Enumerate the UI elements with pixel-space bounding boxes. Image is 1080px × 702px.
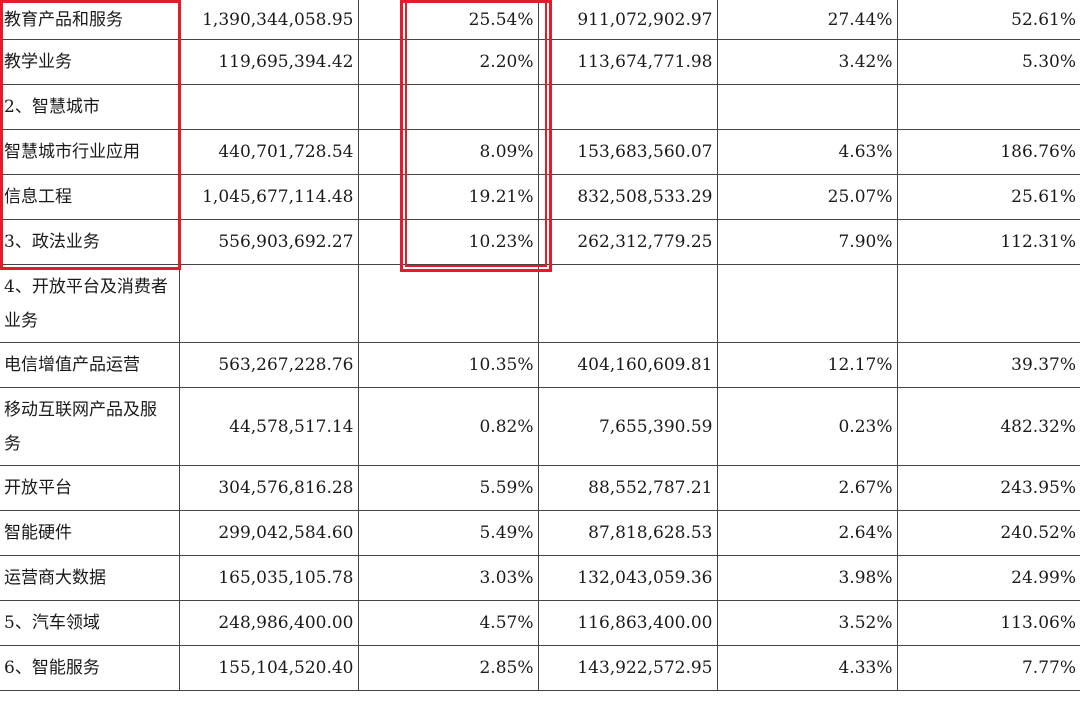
growth-cell: 24.99% <box>896 555 1080 601</box>
prev-share-cell: 3.52% <box>716 600 898 646</box>
share-cell: 0.82% <box>357 387 539 466</box>
table-row: 移动互联网产品及服务 44,578,517.14 0.82% 7,655,390… <box>0 387 1080 466</box>
share-cell: 5.49% <box>357 510 539 556</box>
table-row: 4、开放平台及消费者业务 <box>0 264 1080 343</box>
row-name: 3、政法业务 <box>0 219 180 265</box>
revenue-cell: 119,695,394.42 <box>178 39 359 85</box>
prev-share-cell <box>716 84 898 130</box>
row-name: 5、汽车领域 <box>0 600 180 646</box>
table-row: 2、智慧城市 <box>0 84 1080 130</box>
table-row: 运营商大数据 165,035,105.78 3.03% 132,043,059.… <box>0 555 1080 601</box>
share-cell: 10.35% <box>357 342 539 388</box>
prev-revenue-cell: 132,043,059.36 <box>537 555 718 601</box>
revenue-cell: 440,701,728.54 <box>178 129 359 175</box>
prev-share-cell: 2.64% <box>716 510 898 556</box>
share-cell: 8.09% <box>357 129 539 175</box>
table-row: 开放平台 304,576,816.28 5.59% 88,552,787.21 … <box>0 465 1080 511</box>
table-row: 信息工程 1,045,677,114.48 19.21% 832,508,533… <box>0 174 1080 220</box>
table-row: 教育产品和服务 1,390,344,058.95 25.54% 911,072,… <box>0 0 1080 40</box>
growth-cell: 39.37% <box>896 342 1080 388</box>
table-row: 5、汽车领域 248,986,400.00 4.57% 116,863,400.… <box>0 600 1080 646</box>
growth-cell <box>896 84 1080 130</box>
share-cell: 4.57% <box>357 600 539 646</box>
table-row: 智能硬件 299,042,584.60 5.49% 87,818,628.53 … <box>0 510 1080 556</box>
prev-revenue-cell: 404,160,609.81 <box>537 342 718 388</box>
table-row: 6、智能服务 155,104,520.40 2.85% 143,922,572.… <box>0 645 1080 691</box>
prev-share-cell: 7.90% <box>716 219 898 265</box>
prev-share-cell: 2.67% <box>716 465 898 511</box>
revenue-cell: 563,267,228.76 <box>178 342 359 388</box>
prev-revenue-cell: 116,863,400.00 <box>537 600 718 646</box>
table-row: 教学业务 119,695,394.42 2.20% 113,674,771.98… <box>0 39 1080 85</box>
share-cell <box>357 264 539 343</box>
prev-revenue-cell: 143,922,572.95 <box>537 645 718 691</box>
growth-cell: 243.95% <box>896 465 1080 511</box>
prev-share-cell: 12.17% <box>716 342 898 388</box>
share-cell: 2.85% <box>357 645 539 691</box>
revenue-cell: 248,986,400.00 <box>178 600 359 646</box>
revenue-cell: 44,578,517.14 <box>178 387 359 466</box>
prev-revenue-cell: 832,508,533.29 <box>537 174 718 220</box>
prev-share-cell: 0.23% <box>716 387 898 466</box>
revenue-cell: 556,903,692.27 <box>178 219 359 265</box>
prev-revenue-cell <box>537 84 718 130</box>
row-name: 运营商大数据 <box>0 555 180 601</box>
share-cell: 10.23% <box>357 219 539 265</box>
growth-cell: 25.61% <box>896 174 1080 220</box>
prev-share-cell: 25.07% <box>716 174 898 220</box>
growth-cell: 240.52% <box>896 510 1080 556</box>
share-cell: 19.21% <box>357 174 539 220</box>
revenue-cell: 299,042,584.60 <box>178 510 359 556</box>
revenue-cell: 165,035,105.78 <box>178 555 359 601</box>
table-row: 智慧城市行业应用 440,701,728.54 8.09% 153,683,56… <box>0 129 1080 175</box>
prev-revenue-cell: 911,072,902.97 <box>537 0 718 40</box>
row-name: 教学业务 <box>0 39 180 85</box>
row-name: 6、智能服务 <box>0 645 180 691</box>
growth-cell: 112.31% <box>896 219 1080 265</box>
share-cell: 5.59% <box>357 465 539 511</box>
row-name: 智能硬件 <box>0 510 180 556</box>
share-cell: 2.20% <box>357 39 539 85</box>
prev-revenue-cell: 87,818,628.53 <box>537 510 718 556</box>
share-cell: 25.54% <box>357 0 539 40</box>
growth-cell: 5.30% <box>896 39 1080 85</box>
row-name: 2、智慧城市 <box>0 84 180 130</box>
table-row: 3、政法业务 556,903,692.27 10.23% 262,312,779… <box>0 219 1080 265</box>
prev-share-cell: 4.33% <box>716 645 898 691</box>
prev-share-cell: 4.63% <box>716 129 898 175</box>
growth-cell <box>896 264 1080 343</box>
growth-cell: 482.32% <box>896 387 1080 466</box>
prev-revenue-cell: 113,674,771.98 <box>537 39 718 85</box>
revenue-cell: 1,045,677,114.48 <box>178 174 359 220</box>
revenue-cell: 304,576,816.28 <box>178 465 359 511</box>
revenue-cell: 155,104,520.40 <box>178 645 359 691</box>
revenue-cell <box>178 264 359 343</box>
row-name: 4、开放平台及消费者业务 <box>0 264 180 343</box>
revenue-cell: 1,390,344,058.95 <box>178 0 359 40</box>
prev-share-cell: 3.42% <box>716 39 898 85</box>
growth-cell: 52.61% <box>896 0 1080 40</box>
share-cell: 3.03% <box>357 555 539 601</box>
prev-revenue-cell: 153,683,560.07 <box>537 129 718 175</box>
prev-share-cell <box>716 264 898 343</box>
revenue-cell <box>178 84 359 130</box>
growth-cell: 113.06% <box>896 600 1080 646</box>
row-name: 教育产品和服务 <box>0 0 180 40</box>
row-name: 开放平台 <box>0 465 180 511</box>
row-name: 移动互联网产品及服务 <box>0 387 180 466</box>
prev-share-cell: 27.44% <box>716 0 898 40</box>
share-cell <box>357 84 539 130</box>
growth-cell: 186.76% <box>896 129 1080 175</box>
row-name: 智慧城市行业应用 <box>0 129 180 175</box>
table-row: 电信增值产品运营 563,267,228.76 10.35% 404,160,6… <box>0 342 1080 388</box>
prev-revenue-cell: 262,312,779.25 <box>537 219 718 265</box>
prev-revenue-cell <box>537 264 718 343</box>
growth-cell: 7.77% <box>896 645 1080 691</box>
row-name: 电信增值产品运营 <box>0 342 180 388</box>
prev-share-cell: 3.98% <box>716 555 898 601</box>
row-name: 信息工程 <box>0 174 180 220</box>
prev-revenue-cell: 7,655,390.59 <box>537 387 718 466</box>
prev-revenue-cell: 88,552,787.21 <box>537 465 718 511</box>
